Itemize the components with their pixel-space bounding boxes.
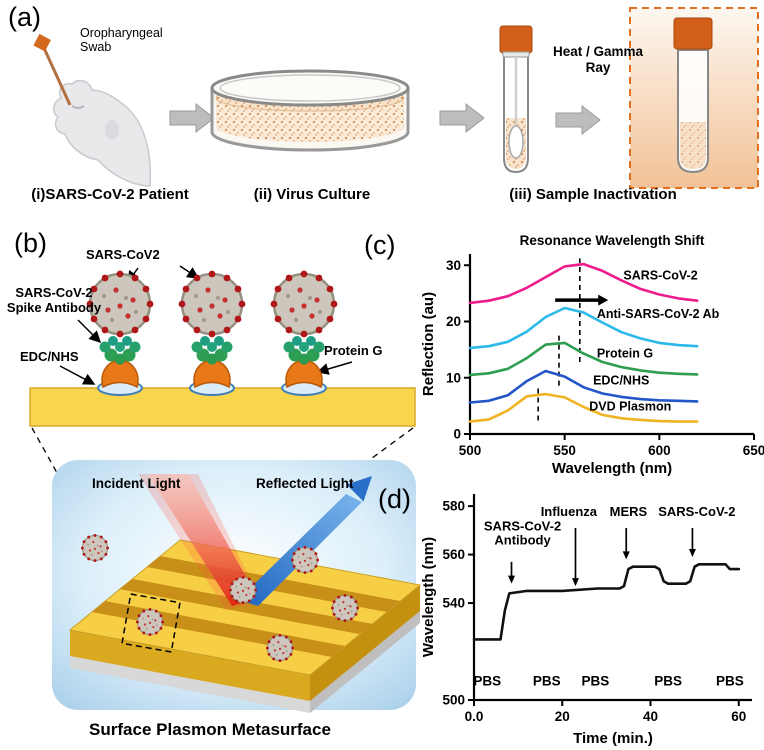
chart-title: Resonance Wavelength Shift [520,233,705,248]
panel-a-art [33,7,759,189]
protein-g-label: Protein G [324,343,383,358]
reflected-light-label: Reflected Light [256,476,354,491]
tube-cap [673,17,713,50]
inactivated-sample [629,7,759,189]
zoom-target-box [121,593,181,653]
patient-ear [105,120,119,140]
metasurface-caption: Surface Plasmon Metasurface [89,720,331,739]
series-line [468,392,699,423]
caption-virus-culture: (ii) Virus Culture [253,186,371,203]
point-label: PBS [716,673,744,688]
point-label: PBS [581,673,609,688]
point-label: PBS [473,673,501,688]
series-label: Protein G [597,347,653,361]
series-line [468,369,699,404]
x-tick-label: 60 [731,709,746,724]
x-axis-label: Time (min.) [573,730,653,747]
shift-arrow-head [598,294,609,306]
series-line [468,341,699,377]
annotation-arrow-head [622,551,630,560]
patient-eye [71,105,85,109]
y-tick-label: 10 [446,370,461,385]
x-tick-label: 20 [555,709,570,724]
annotation-text: SARS-CoV-2 [658,504,735,519]
sars-cov2-label: SARS-CoV2 [86,247,160,262]
sensorgram-chart: 0.0 20 40 60 500 540 560 580 Time (min.) Waveleng… [420,494,752,747]
reflected-beam-arrowhead [346,476,372,502]
x-tick-label: 40 [643,709,658,724]
x-axis-label: Wavelength (nm) [552,460,672,477]
panel-c-label: (c) [364,230,396,260]
panel-a-label: (a) [8,2,41,32]
edc-nhs-label: EDC/NHS [20,349,79,364]
reflection-spectra-chart: 500 550 600 650 0 10 20 30 Wavelength (nm) Reflec… [420,233,764,477]
panel-b-label: (b) [14,228,47,258]
point-label: PBS [654,673,682,688]
y-tick-label: 20 [446,314,461,329]
x-tick-label: 0.0 [465,709,484,724]
annotation-text: MERS [610,504,648,519]
patient-head [53,79,152,187]
panel-d-label: (d) [378,484,411,514]
point-label: PBS [533,673,561,688]
tube-cap [499,25,533,54]
annotation-arrow-head [508,575,516,584]
caption-sample-inactivation: (iii) Sample Inactivation [509,186,677,203]
x-tick-label: 500 [459,443,482,458]
edc-label-arrow [59,365,96,385]
series-label: EDC/NHS [593,374,649,388]
sample-tube [499,25,533,174]
series-line [468,262,699,305]
swab-stick [42,47,72,106]
swab-label: Oropharyngeal Swab [80,26,163,55]
series-line [472,563,741,641]
annotation-arrow-head [688,549,696,558]
incident-beam [148,474,258,606]
annotation-text: Influenza [541,504,598,519]
petri-dish [210,69,410,152]
swab-tip [33,33,51,52]
y-tick-label: 0 [453,427,461,442]
step-arrow-icon [439,102,485,134]
y-axis-label: Reflection (au) [420,292,437,396]
x-tick-label: 650 [743,443,764,458]
tube-swab-tip [508,125,524,159]
x-tick-label: 600 [648,443,671,458]
series-label: SARS-CoV-2 [623,268,697,282]
spike-antibody-label: SARS-CoV-2 Spike Antibody [6,285,102,315]
caption-patient: (i)SARS-CoV-2 Patient [31,186,189,203]
x-tick-label: 550 [553,443,576,458]
y-tick-label: 500 [442,693,465,708]
y-tick-label: 540 [442,596,465,611]
annotation-text: SARS-CoV-2 [484,518,561,533]
step-arrow-icon [169,102,215,134]
annotation-arrow-head [571,578,579,587]
antibody-label-arrow [77,319,102,344]
y-axis-label: Wavelength (nm) [420,537,437,657]
annotation-text: Antibody [494,532,551,547]
series-line [468,306,699,350]
y-tick-label: 580 [442,499,465,514]
incident-light-label: Incident Light [92,476,181,491]
series-label: DVD Plasmon [589,399,671,413]
y-tick-label: 560 [442,547,465,562]
panel-b-art [29,265,422,713]
heat-gamma-label: Heat / Gamma Ray [552,44,644,75]
protein-g-label-arrow [316,361,353,375]
y-tick-label: 30 [446,258,461,273]
step-arrow-icon [555,104,601,136]
series-label: Anti-SARS-CoV-2 Ab [597,307,720,321]
